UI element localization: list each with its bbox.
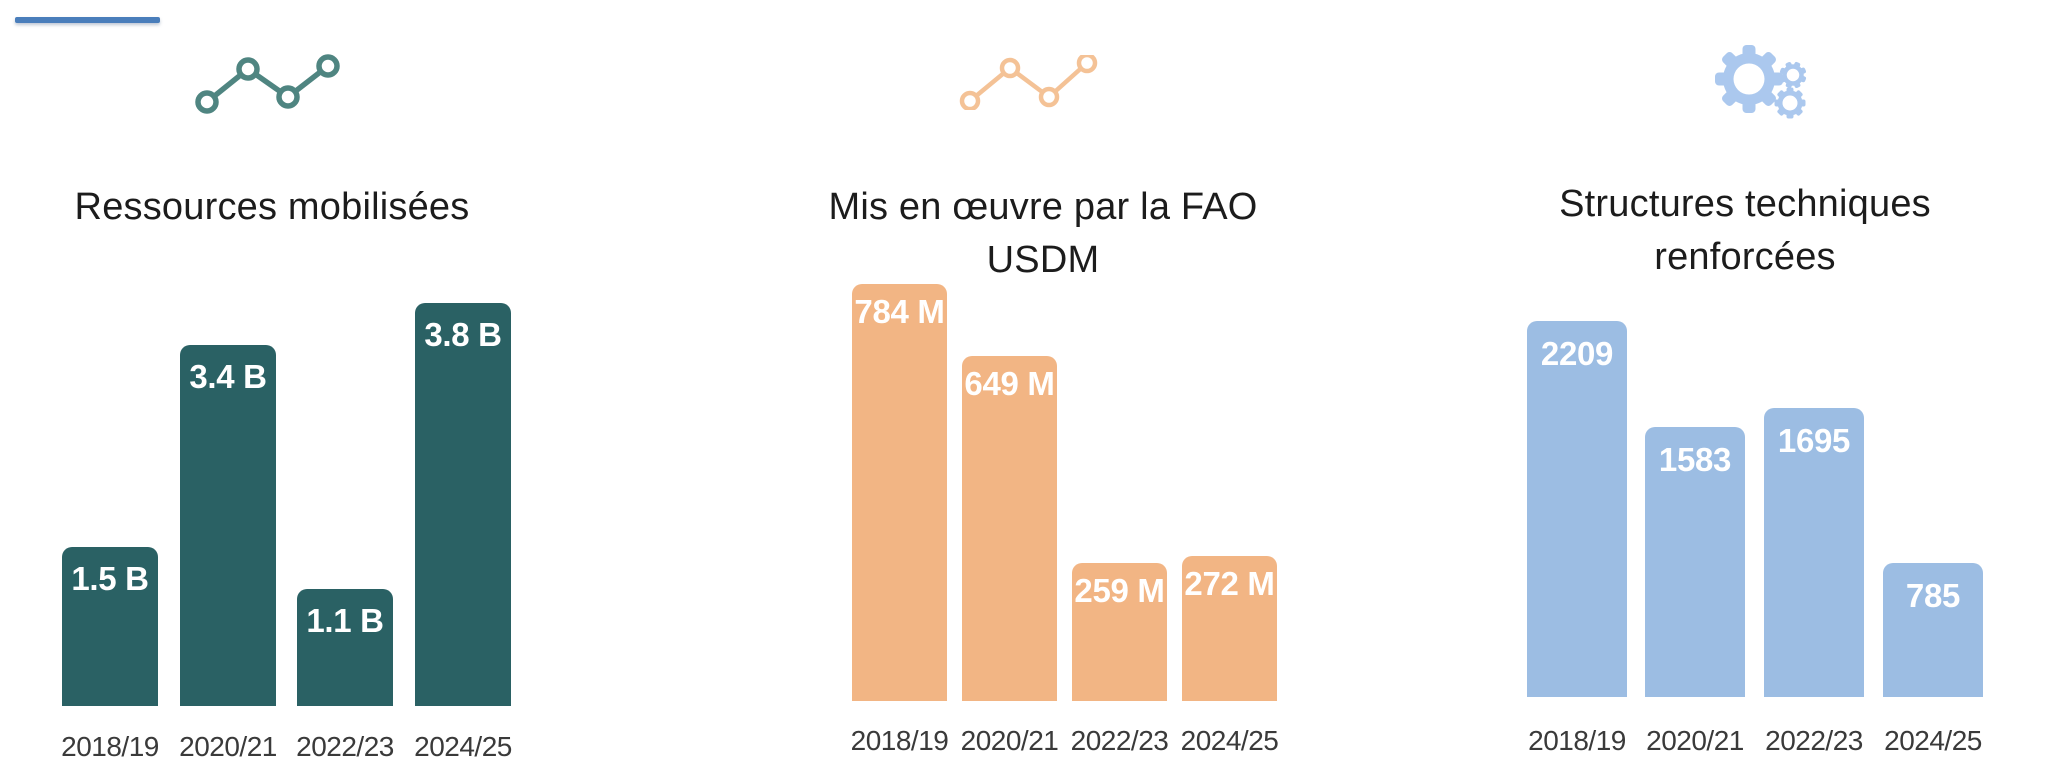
axis-category-label: 2018/19: [850, 725, 949, 756]
bar-value-label: 1695: [1777, 422, 1851, 459]
bar-2024-25: 3.8 B: [415, 303, 511, 706]
chart-title-line: renforcées: [1654, 236, 1836, 278]
axis-category-label: 2020/21: [179, 731, 277, 762]
line-chart-icon: [195, 54, 340, 114]
chart-title: Mis en œuvre par la FAO USDM: [828, 186, 1258, 281]
accent-line: [15, 17, 160, 23]
axis-category-label: 2018/19: [61, 731, 159, 762]
bar-value-label: 259 M: [1074, 572, 1165, 609]
bar-value-label: 785: [1905, 577, 1961, 614]
bar-value-label: 272 M: [1184, 565, 1275, 602]
bar-value-label: 2209: [1540, 335, 1614, 372]
axis-category-label: 2024/25: [414, 731, 512, 762]
bar-2020-21: 3.4 B: [180, 345, 276, 706]
axis-category-label: 2022/23: [296, 731, 394, 762]
bar-value-label: 3.4 B: [189, 358, 267, 395]
chart-title: Ressources mobilisées: [74, 186, 470, 228]
bar-2018-19: 2209: [1527, 321, 1627, 697]
axis-category-label: 2018/19: [1528, 725, 1626, 756]
axis-category-label: 2020/21: [960, 725, 1059, 756]
bar-2020-21: 649 M: [962, 356, 1057, 701]
bar-value-label: 1.1 B: [306, 602, 384, 639]
bar-value-label: 784 M: [854, 293, 945, 330]
gears-icon: [1715, 45, 1807, 119]
bar-2022-23: 259 M: [1072, 563, 1167, 701]
bar-2020-21: 1583: [1645, 427, 1745, 697]
chart-title: Structures techniques renforcées: [1545, 178, 1945, 284]
axis-category-label: 2022/23: [1765, 725, 1863, 756]
bar-value-label: 3.8 B: [424, 316, 502, 353]
bar-value-label: 1.5 B: [71, 560, 149, 597]
axis-category-label: 2024/25: [1180, 725, 1279, 756]
bar-2018-19: 1.5 B: [62, 547, 158, 706]
bar-2022-23: 1.1 B: [297, 589, 393, 706]
bar-2018-19: 784 M: [852, 284, 947, 701]
bar-value-label: 1583: [1658, 441, 1732, 478]
chart-title-line: Structures techniques: [1559, 183, 1931, 225]
axis-category-label: 2022/23: [1070, 725, 1169, 756]
bar-2022-23: 1695: [1764, 408, 1864, 697]
bar-value-label: 649 M: [964, 365, 1055, 402]
bar-2024-25: 785: [1883, 563, 1983, 697]
axis-category-label: 2020/21: [1646, 725, 1744, 756]
bar-2024-25: 272 M: [1182, 556, 1277, 701]
axis-category-label: 2024/25: [1884, 725, 1982, 756]
line-chart-icon: [959, 55, 1098, 110]
